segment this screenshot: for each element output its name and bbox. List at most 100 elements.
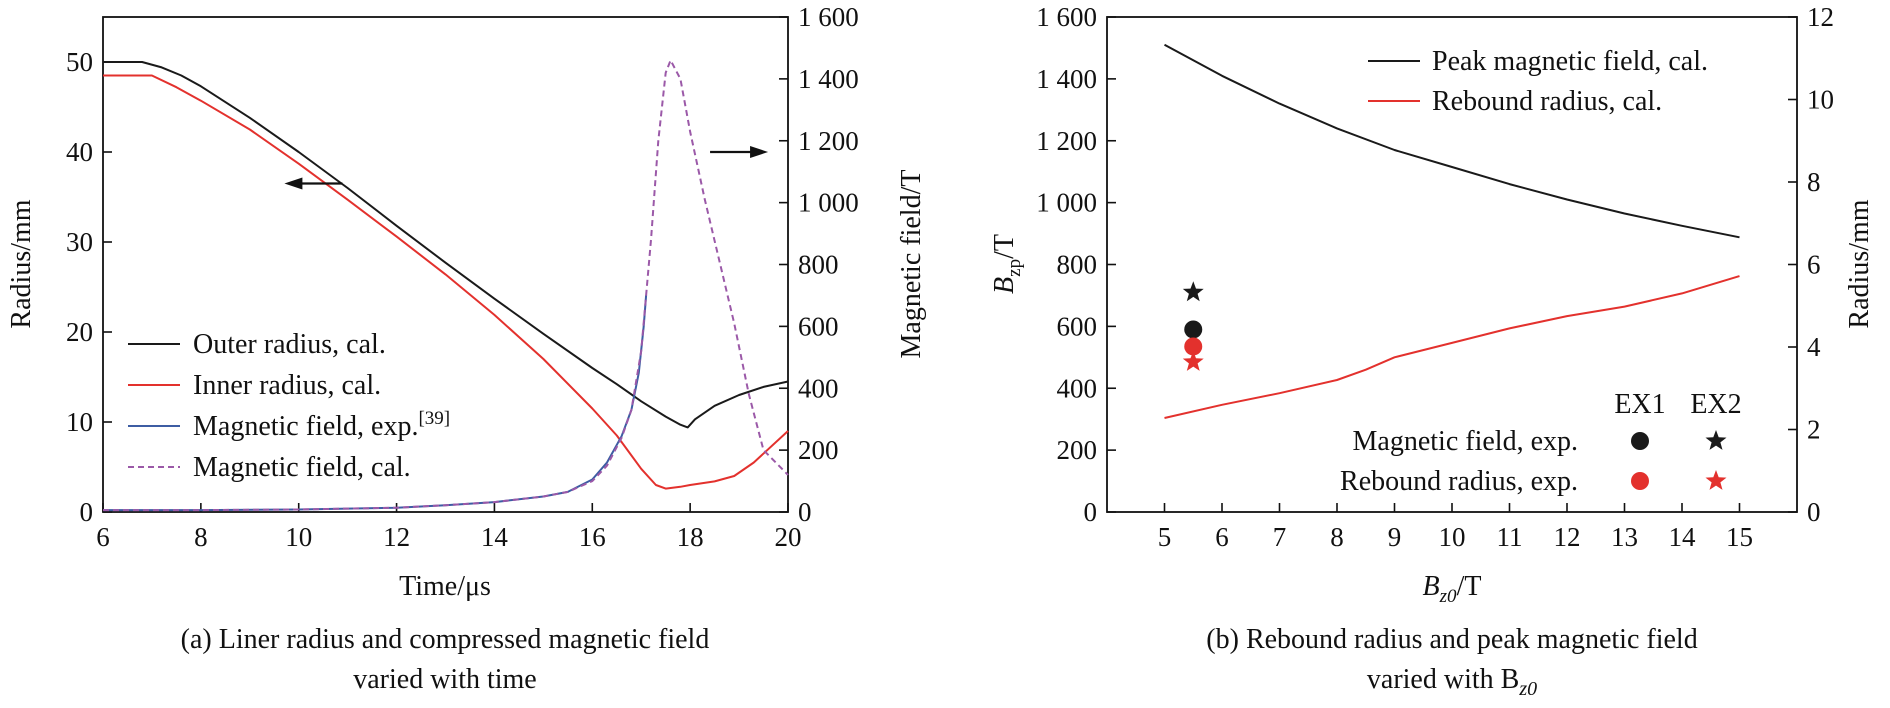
- legend-label-magnetic-field-cal: Magnetic field, cal.: [193, 452, 411, 483]
- panel-a-y-right-tick-label: 1 400: [798, 64, 859, 94]
- panel-a-series: [103, 59, 789, 512]
- panel-b-x-tick-label: 8: [1330, 522, 1344, 552]
- panel-b-y-right-tick-label: 8: [1807, 167, 1821, 197]
- arrow-left-head: [284, 177, 303, 190]
- panel-a-y-left-tick-label: 20: [66, 317, 93, 347]
- panel-b-y-left-tick-label: 1 600: [1036, 2, 1097, 32]
- panel-b-series: [1164, 43, 1740, 419]
- panel-b-x-label-base: B: [1423, 571, 1440, 602]
- panel-a-y-right-label: Magnetic field/T: [896, 170, 927, 359]
- panel-b-x-label-suffix: /T: [1457, 571, 1482, 602]
- arrow-right-head: [750, 146, 769, 158]
- panel-a: 6 8 10 12 14 16 18 20 0 10 20 30 40 50 0 200 400 600 800…: [6, 2, 927, 695]
- panel-b-exp-table: EX1 EX2 Magnetic field, exp. Rebound radius…: [1340, 389, 1742, 497]
- panel-a-caption-line1: (a) Liner radius and compressed magnetic…: [181, 624, 710, 655]
- panel-a-legend: Outer radius, cal. Inner radius, cal. Magn…: [128, 329, 450, 483]
- legend-label-rebound-radius-cal: Rebound radius, cal.: [1432, 86, 1662, 117]
- panel-b-x-ticks: 5 6 7 8 9 10 11 12 13 14 15: [1158, 503, 1753, 552]
- point-rebound-radius-exp-star: [1182, 351, 1204, 371]
- panel-b-caption-line2: varied with Bz0: [1367, 664, 1537, 700]
- panel-b-x-tick-label: 7: [1273, 522, 1287, 552]
- panel-a-y-left-tick-label: 50: [66, 47, 93, 77]
- panel-b-y-right-label: Radius/mm: [1844, 199, 1875, 328]
- panel-a-y-right-tick-label: 1 000: [798, 188, 859, 218]
- panel-b-y-right-tick-label: 4: [1807, 332, 1821, 362]
- panel-b-series-rebound-radius-cal: [1164, 275, 1740, 419]
- panel-b-caption-line2-sub: z0: [1518, 678, 1537, 700]
- panel-b-y-right-tick-label: 6: [1807, 250, 1821, 280]
- panel-b-x-tick-label: 14: [1669, 522, 1697, 552]
- legend-label-outer-radius-cal: Outer radius, cal.: [193, 329, 386, 360]
- panel-a-y-right-tick-label: 400: [798, 373, 839, 403]
- exp-table-column-ex1: EX1: [1614, 389, 1665, 420]
- panel-b-points: [1182, 281, 1204, 371]
- panel-b-x-tick-label: 5: [1158, 522, 1172, 552]
- panel-a-series-magnetic-field-cal: [103, 59, 789, 512]
- legend-label-inner-radius-cal: Inner radius, cal.: [193, 370, 381, 401]
- panel-b-y-right-ticks: 0 2 4 6 8 10 12: [1788, 2, 1834, 527]
- exp-table-marker-magnetic-field-exp-circle: [1631, 432, 1649, 450]
- panel-b-x-tick-label: 12: [1554, 522, 1581, 552]
- panel-a-y-right-tick-label: 600: [798, 311, 839, 341]
- panel-a-y-left-label: Radius/mm: [6, 199, 37, 328]
- panel-a-y-left-tick-label: 30: [66, 227, 93, 257]
- panel-b-x-tick-label: 15: [1726, 522, 1753, 552]
- panel-b-y-right-tick-label: 2: [1807, 415, 1821, 445]
- point-magnetic-field-exp-circle: [1184, 320, 1203, 339]
- panel-b-y-left-tick-label: 800: [1057, 250, 1098, 280]
- panel-b-y-right-tick-label: 0: [1807, 497, 1821, 527]
- panel-a-y-right-tick-label: 1 200: [798, 126, 859, 156]
- legend-label-peak-magnetic-field-cal: Peak magnetic field, cal.: [1432, 46, 1708, 77]
- panel-a-x-tick-label: 14: [481, 522, 509, 552]
- panel-b-y-label-suffix: /T: [989, 234, 1020, 259]
- panel-b-x-tick-label: 6: [1215, 522, 1229, 552]
- panel-b-x-label: Bz0/T: [1423, 571, 1482, 607]
- panel-b-x-tick-label: 11: [1497, 522, 1523, 552]
- panel-b-y-left-tick-label: 1 200: [1036, 126, 1097, 156]
- panel-b-caption-line2-text: varied with B: [1367, 664, 1519, 695]
- panel-b: 5 6 7 8 9 10 11 12 13 14 15 0 200 400 600 800 1 000 1 20…: [989, 2, 1875, 700]
- panel-a-x-tick-label: 12: [383, 522, 410, 552]
- panel-a-y-right-tick-label: 800: [798, 250, 839, 280]
- panel-b-y-label-sub: zp: [1004, 259, 1025, 277]
- panel-b-legend: Peak magnetic field, cal. Rebound radius,…: [1368, 46, 1708, 117]
- panel-a-x-ticks: 6 8 10 12 14 16 18 20: [96, 503, 802, 552]
- panel-b-y-label-base: B: [989, 277, 1020, 294]
- panel-b-y-left-tick-label: 1 400: [1036, 64, 1097, 94]
- panel-a-caption-line2: varied with time: [353, 664, 537, 695]
- panel-a-y-right-tick-label: 0: [798, 497, 812, 527]
- exp-table-column-ex2: EX2: [1690, 389, 1741, 420]
- panel-a-x-tick-label: 20: [775, 522, 802, 552]
- panel-b-y-left-ticks: 0 200 400 600 800 1 000 1 200 1 400 1 600: [1036, 2, 1116, 527]
- exp-table-marker-rebound-radius-exp-star: [1705, 470, 1727, 490]
- panel-a-series-inner-radius-cal: [103, 74, 789, 490]
- panel-b-x-label-sub: z0: [1439, 586, 1457, 607]
- legend-label-magnetic-field-exp: Magnetic field, exp.[39]: [193, 408, 450, 442]
- exp-table-marker-rebound-radius-exp-circle: [1631, 472, 1649, 490]
- panel-a-x-tick-label: 18: [677, 522, 704, 552]
- point-magnetic-field-exp-star: [1182, 281, 1204, 302]
- panel-b-y-right-tick-label: 12: [1807, 2, 1834, 32]
- panel-b-y-left-tick-label: 200: [1057, 435, 1098, 465]
- panel-b-x-tick-label: 13: [1611, 522, 1638, 552]
- panel-a-arrows: [284, 146, 769, 190]
- panel-b-y-left-tick-label: 400: [1057, 373, 1098, 403]
- panel-a-y-left-ticks: 0 10 20 30 40 50: [66, 47, 112, 527]
- panel-b-y-left-label: Bzp/T: [989, 234, 1025, 294]
- point-rebound-radius-exp-circle: [1184, 337, 1203, 356]
- panel-a-series-outer-radius-cal: [103, 61, 789, 429]
- panel-a-y-right-tick-label: 200: [798, 435, 839, 465]
- panel-b-y-left-tick-label: 0: [1084, 497, 1098, 527]
- panel-a-y-right-ticks: 0 200 400 600 800 1 000 1 200 1 400 1 600: [779, 2, 859, 527]
- panel-a-x-tick-label: 10: [285, 522, 312, 552]
- panel-b-caption-line1: (b) Rebound radius and peak magnetic fie…: [1206, 624, 1697, 655]
- panel-a-y-right-tick-label: 1 600: [798, 2, 859, 32]
- panel-b-y-left-tick-label: 1 000: [1036, 188, 1097, 218]
- legend-reference-superscript: [39]: [418, 408, 450, 429]
- panel-a-x-tick-label: 6: [96, 522, 110, 552]
- exp-table-marker-magnetic-field-exp-star: [1705, 430, 1727, 450]
- exp-table-row-magnetic-field-exp: Magnetic field, exp.: [1353, 426, 1578, 457]
- panel-b-y-left-tick-label: 600: [1057, 311, 1098, 341]
- panel-a-y-left-tick-label: 0: [80, 497, 94, 527]
